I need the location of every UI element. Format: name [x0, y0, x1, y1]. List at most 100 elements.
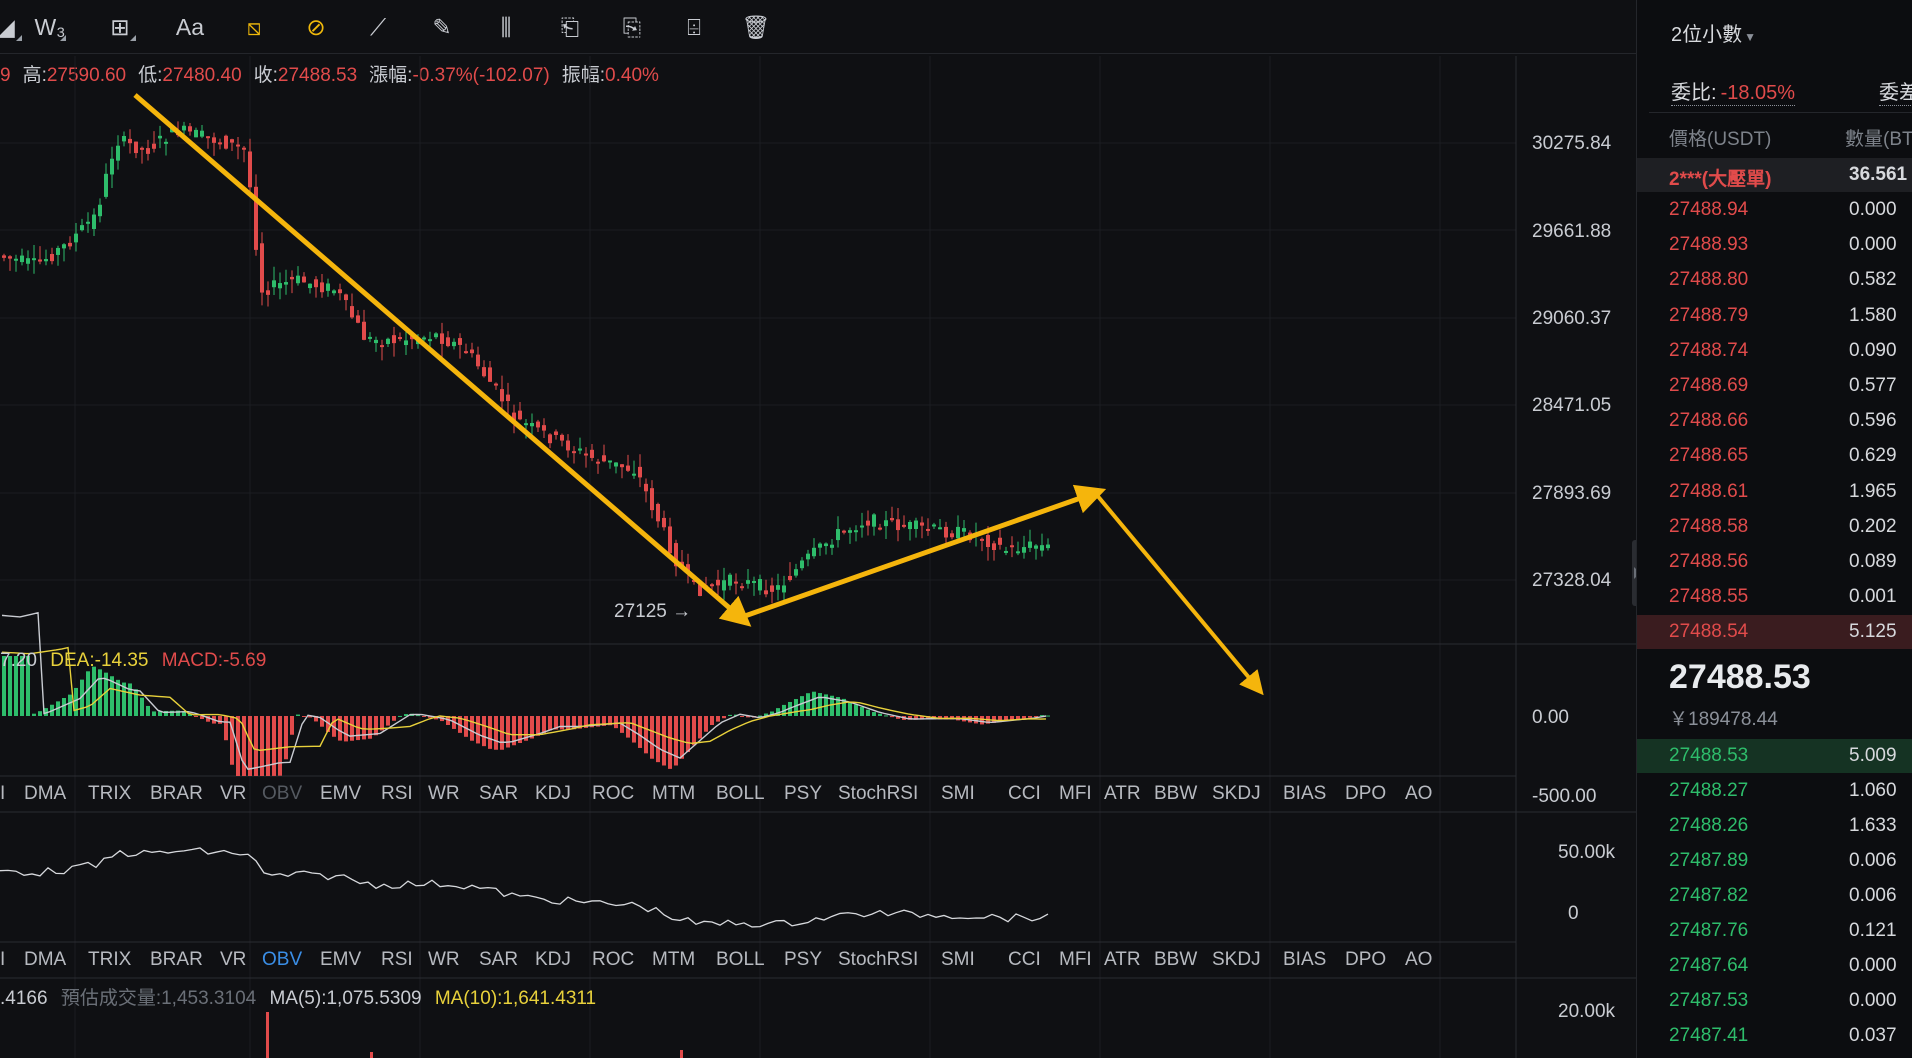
indicator-tab-bbw[interactable]: BBW	[1154, 949, 1198, 970]
indicator-tab-obv[interactable]: OBV	[262, 783, 303, 804]
candle-body	[560, 434, 564, 441]
edit-note-icon[interactable]: ⌹	[687, 13, 701, 40]
chart-pane[interactable]: ◢ W₃ ⊞ Aa ⧅ ⊘ ⟋ ✎ ⫼ ⎗ ⎘ ⌹ 🗑 9 高:27590.60 低:27480.40 收:2…	[0, 0, 1636, 1058]
indicator-tab-roc[interactable]: ROC	[592, 949, 635, 970]
bid-row[interactable]: 27487.82 0.006	[1637, 879, 1912, 913]
bid-row[interactable]: 27487.76 0.121	[1637, 914, 1912, 948]
indicator-tab-skdj[interactable]: SKDJ	[1212, 949, 1261, 970]
indicator-tab-cci[interactable]: CCI	[1008, 783, 1041, 804]
ask-row[interactable]: 27488.69 0.577	[1637, 369, 1912, 403]
indicator-tab-boll[interactable]: BOLL	[716, 783, 765, 804]
indicator-tab-vr[interactable]: VR	[220, 949, 247, 970]
indicator-tab-roc[interactable]: ROC	[592, 783, 635, 804]
ask-row[interactable]: 27488.79 1.580	[1637, 299, 1912, 333]
indicator-tab-cci[interactable]: CCI	[1008, 949, 1041, 970]
ask-row[interactable]: 27488.93 0.000	[1637, 228, 1912, 262]
ask-row[interactable]: 27488.56 0.089	[1637, 545, 1912, 579]
indicator-tab-atr[interactable]: ATR	[1104, 783, 1141, 804]
layer-icon[interactable]: ⎗	[560, 13, 580, 40]
candle-body	[476, 354, 480, 367]
indicator-tab-stochrsi[interactable]: StochRSI	[838, 783, 919, 804]
ask-row[interactable]: 27488.66 0.596	[1637, 404, 1912, 438]
ask-row[interactable]: 27488.94 0.000	[1637, 193, 1912, 227]
indicator-tab-dma[interactable]: DMA	[24, 949, 67, 970]
indicator-tab-sar[interactable]: SAR	[479, 783, 519, 804]
order-ratio[interactable]: 委比: -18.05%	[1671, 76, 1796, 106]
indicator-tab-obv[interactable]: OBV	[262, 949, 303, 970]
bid-row[interactable]: 27488.27 1.060	[1637, 774, 1912, 808]
indicator-tab-emv[interactable]: EMV	[320, 783, 362, 804]
ruler-icon[interactable]: ⟋	[369, 13, 387, 40]
indicator-icon[interactable]: ⫼	[500, 13, 512, 40]
indicator-tab-mtm[interactable]: MTM	[652, 783, 696, 804]
indicator-tab-wr[interactable]: WR	[428, 949, 460, 970]
wave-tool-icon[interactable]: W₃	[34, 13, 66, 41]
indicator-tab-i[interactable]: I	[0, 783, 6, 804]
indicator-tab-dpo[interactable]: DPO	[1345, 949, 1387, 970]
indicator-tab-brar[interactable]: BRAR	[150, 783, 203, 804]
decimals-dropdown[interactable]: 2位小數 ▼	[1671, 18, 1756, 47]
macd-axis-tick: 0.00	[1532, 707, 1569, 728]
indicator-tab-wr[interactable]: WR	[428, 783, 460, 804]
indicator-tab-atr[interactable]: ATR	[1104, 949, 1141, 970]
ask-row[interactable]: 27488.80 0.582	[1637, 263, 1912, 297]
bookmark-icon[interactable]: ⎘	[622, 13, 642, 40]
indicator-tab-kdj[interactable]: KDJ	[535, 949, 571, 970]
bid-row[interactable]: 27488.53 5.009	[1637, 739, 1912, 773]
indicator-tab-rsi[interactable]: RSI	[381, 783, 413, 804]
text-tool-icon[interactable]: Aa	[175, 13, 205, 40]
lock-drawing-icon[interactable]: ⊘	[306, 13, 326, 40]
macd-bar	[770, 711, 774, 716]
indicator-tab-mtm[interactable]: MTM	[652, 949, 696, 970]
indicator-tab-dma[interactable]: DMA	[24, 783, 67, 804]
indicator-tab-mfi[interactable]: MFI	[1059, 949, 1092, 970]
chart-canvas[interactable]	[0, 0, 1636, 1058]
measure-tool-icon[interactable]: ⊞	[102, 10, 138, 44]
indicator-tab-bias[interactable]: BIAS	[1283, 783, 1327, 804]
indicator-tab-rsi[interactable]: RSI	[381, 949, 413, 970]
trash-icon[interactable]: 🗑	[741, 13, 771, 40]
indicator-tab-bias[interactable]: BIAS	[1283, 949, 1327, 970]
macd-bar	[512, 716, 516, 746]
indicator-tab-trix[interactable]: TRIX	[88, 949, 132, 970]
indicator-tab-boll[interactable]: BOLL	[716, 949, 765, 970]
indicator-tab-i[interactable]: I	[0, 949, 6, 970]
indicator-tab-brar[interactable]: BRAR	[150, 949, 203, 970]
indicator-tab-kdj[interactable]: KDJ	[535, 783, 571, 804]
magnet-tool-icon[interactable]: ⧅	[246, 13, 262, 40]
indicator-tab-vr[interactable]: VR	[220, 783, 247, 804]
indicator-tab-psy[interactable]: PSY	[784, 949, 823, 970]
indicator-tab-ao[interactable]: AO	[1405, 783, 1433, 804]
indicator-tab-dpo[interactable]: DPO	[1345, 783, 1387, 804]
bid-row[interactable]: 27487.41 0.037	[1637, 1019, 1912, 1053]
indicator-tab-mfi[interactable]: MFI	[1059, 783, 1092, 804]
indicator-tab-smi[interactable]: SMI	[941, 949, 975, 970]
indicator-tab-ao[interactable]: AO	[1405, 949, 1433, 970]
order-diff[interactable]: 委差	[1879, 76, 1912, 106]
bid-row[interactable]: 27487.53 0.000	[1637, 984, 1912, 1018]
indicator-tab-psy[interactable]: PSY	[784, 783, 823, 804]
pencil-icon[interactable]: ✎	[432, 13, 452, 40]
ask-row[interactable]: 27488.65 0.629	[1637, 439, 1912, 473]
price-tick: 29060.37	[1532, 308, 1612, 329]
bid-row[interactable]: 27488.26 1.633	[1637, 809, 1912, 843]
indicator-tab-bbw[interactable]: BBW	[1154, 783, 1198, 804]
ask-row[interactable]: 27488.74 0.090	[1637, 334, 1912, 368]
bid-row[interactable]: 27487.89 0.006	[1637, 844, 1912, 878]
macd-bar	[944, 716, 948, 720]
indicator-tab-stochrsi[interactable]: StochRSI	[838, 949, 919, 970]
ask-row[interactable]: 27488.54 5.125	[1637, 615, 1912, 650]
indicator-tab-smi[interactable]: SMI	[941, 783, 975, 804]
decimals-label: 2位小數	[1671, 24, 1743, 46]
indicator-tab-skdj[interactable]: SKDJ	[1212, 783, 1261, 804]
ask-row[interactable]: 27488.61 1.965	[1637, 475, 1912, 509]
big-order-row[interactable]: 2***(大壓單) 36.561	[1637, 158, 1912, 192]
indicator-tab-emv[interactable]: EMV	[320, 949, 362, 970]
indicator-tab-sar[interactable]: SAR	[479, 949, 519, 970]
bid-row[interactable]: 27487.64 0.000	[1637, 949, 1912, 983]
ask-row[interactable]: 27488.55 0.001	[1637, 580, 1912, 614]
ask-row[interactable]: 27488.58 0.202	[1637, 510, 1912, 544]
candle-body	[362, 321, 366, 340]
indicator-tab-trix[interactable]: TRIX	[88, 783, 132, 804]
fib-tool-icon[interactable]: ◢	[0, 10, 24, 44]
